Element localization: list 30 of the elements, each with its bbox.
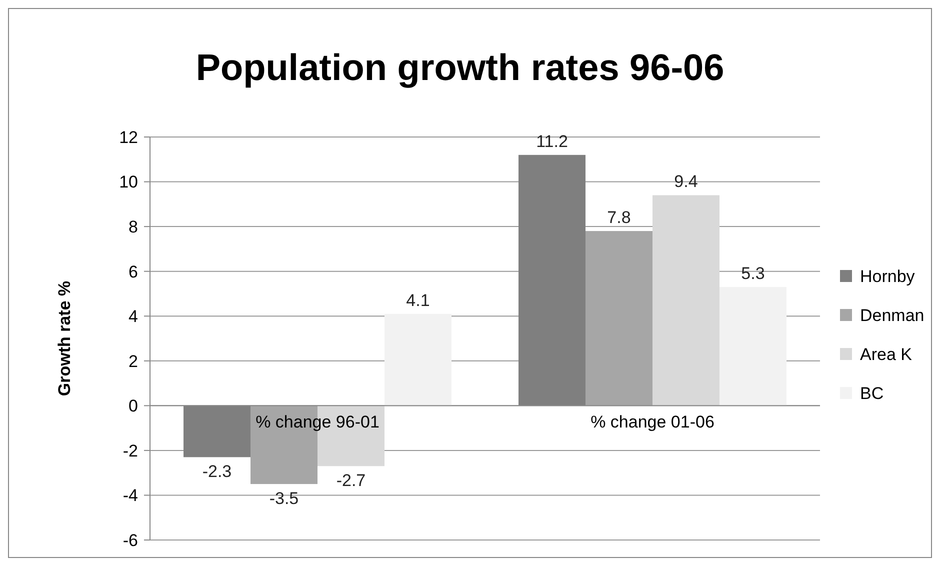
- data-label: 7.8: [607, 208, 631, 228]
- x-tick-label: % change 01-06: [590, 412, 714, 432]
- bar: [652, 195, 720, 406]
- bar: [720, 287, 786, 406]
- legend-label: Denman: [860, 306, 924, 325]
- y-tick-label: -6: [122, 530, 138, 550]
- chart-title: Population growth rates 96-06: [196, 47, 724, 88]
- y-tick-label: 10: [119, 172, 138, 192]
- y-tick-label: 2: [128, 352, 138, 371]
- y-tick-label: 8: [128, 218, 138, 237]
- y-tick-label: -4: [122, 486, 138, 506]
- data-label: -3.5: [269, 489, 299, 508]
- x-tick-label: % change 96-01: [256, 412, 380, 432]
- legend-label: BC: [860, 384, 884, 403]
- data-label: -2.7: [336, 471, 366, 490]
- bar: [586, 231, 652, 406]
- legend-label: Hornby: [860, 266, 916, 286]
- data-label: 9.4: [674, 172, 698, 192]
- y-axis-title: Growth rate %: [55, 280, 74, 396]
- y-tick-label: 6: [128, 262, 138, 282]
- bar: [384, 314, 452, 406]
- data-label: 11.2: [536, 132, 568, 151]
- y-tick-label: 12: [119, 128, 138, 147]
- data-label: -2.3: [202, 462, 232, 482]
- legend-label: Area K: [860, 344, 913, 364]
- y-tick-label: 4: [128, 307, 138, 326]
- data-label: 4.1: [406, 290, 430, 310]
- y-tick-label: 0: [128, 396, 138, 416]
- data-label: 5.3: [741, 264, 765, 284]
- y-tick-label: -2: [122, 441, 138, 460]
